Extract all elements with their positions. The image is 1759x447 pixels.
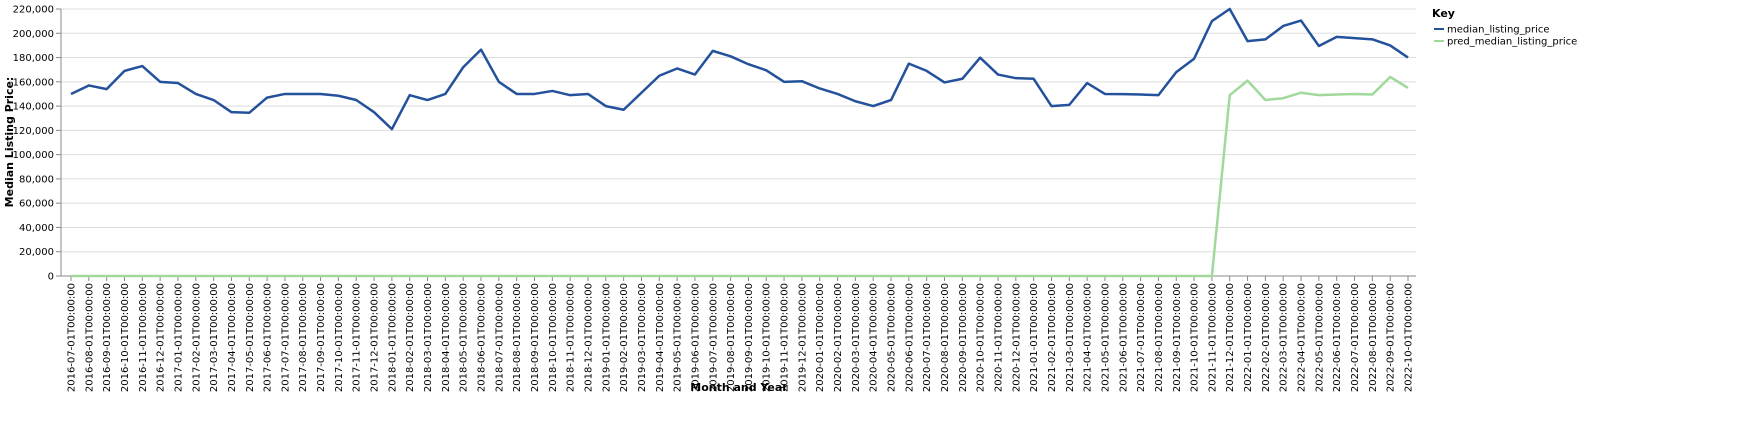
x-tick-label: 2019-12-01T00:00:00	[797, 283, 808, 392]
x-tick-label: 2022-05-01T00:00:00	[1314, 283, 1325, 392]
x-tick-label: 2017-06-01T00:00:00	[263, 283, 274, 392]
x-tick-label: 2019-09-01T00:00:00	[744, 283, 755, 392]
x-tick-label: 2022-08-01T00:00:00	[1368, 283, 1379, 392]
x-tick-label: 2022-03-01T00:00:00	[1279, 283, 1290, 392]
x-tick-label: 2021-05-01T00:00:00	[1100, 283, 1111, 392]
legend-label: median_listing_price	[1447, 25, 1550, 36]
x-tick-label: 2021-10-01T00:00:00	[1190, 283, 1201, 392]
x-tick-label: 2016-10-01T00:00:00	[120, 283, 131, 392]
x-tick-label: 2022-07-01T00:00:00	[1350, 283, 1361, 392]
x-tick-label: 2018-05-01T00:00:00	[459, 283, 470, 392]
x-tick-label: 2020-06-01T00:00:00	[904, 283, 915, 392]
x-tick-label: 2018-03-01T00:00:00	[423, 283, 434, 392]
x-tick-label: 2021-08-01T00:00:00	[1154, 283, 1165, 392]
x-axis-title: Month and Year	[690, 381, 788, 394]
x-tick-label: 2021-07-01T00:00:00	[1136, 283, 1147, 392]
y-tick-label: 140,000	[13, 102, 54, 113]
y-tick-label: 120,000	[13, 126, 54, 137]
x-tick-label: 2021-01-01T00:00:00	[1029, 283, 1040, 392]
x-tick-label: 2021-12-01T00:00:00	[1225, 283, 1236, 392]
x-tick-label: 2022-02-01T00:00:00	[1261, 283, 1272, 392]
x-tick-label: 2018-09-01T00:00:00	[530, 283, 541, 392]
x-tick-label: 2018-07-01T00:00:00	[494, 283, 505, 392]
x-tick-label: 2017-03-01T00:00:00	[209, 283, 220, 392]
x-tick-label: 2022-04-01T00:00:00	[1297, 283, 1308, 392]
y-tick-label: 80,000	[19, 174, 54, 185]
x-tick-label: 2018-06-01T00:00:00	[477, 283, 488, 392]
x-tick-label: 2020-07-01T00:00:00	[922, 283, 933, 392]
x-tick-label: 2020-01-01T00:00:00	[815, 283, 826, 392]
x-tick-label: 2016-09-01T00:00:00	[102, 283, 113, 392]
x-tick-label: 2019-10-01T00:00:00	[762, 283, 773, 392]
x-tick-label: 2020-02-01T00:00:00	[833, 283, 844, 392]
x-tick-label: 2017-10-01T00:00:00	[334, 283, 345, 392]
x-tick-label: 2017-08-01T00:00:00	[298, 283, 309, 392]
y-axis-title: Median Listing Price:	[3, 77, 16, 208]
x-tick-label: 2017-09-01T00:00:00	[316, 283, 327, 392]
x-tick-label: 2017-12-01T00:00:00	[370, 283, 381, 392]
x-tick-label: 2020-09-01T00:00:00	[958, 283, 969, 392]
x-tick-label: 2021-02-01T00:00:00	[1047, 283, 1058, 392]
x-tick-label: 2019-02-01T00:00:00	[619, 283, 630, 392]
legend-title: Key	[1432, 7, 1455, 20]
x-tick-label: 2019-03-01T00:00:00	[637, 283, 648, 392]
x-tick-label: 2018-11-01T00:00:00	[566, 283, 577, 392]
x-tick-label: 2019-08-01T00:00:00	[726, 283, 737, 392]
x-tick-label: 2019-11-01T00:00:00	[780, 283, 791, 392]
x-tick-label: 2022-06-01T00:00:00	[1332, 283, 1343, 392]
x-tick-label: 2018-10-01T00:00:00	[548, 283, 559, 392]
x-tick-label: 2017-11-01T00:00:00	[352, 283, 363, 392]
x-tick-label: 2020-10-01T00:00:00	[976, 283, 987, 392]
x-tick-label: 2018-04-01T00:00:00	[441, 283, 452, 392]
y-tick-label: 40,000	[19, 223, 54, 234]
x-tick-label: 2016-11-01T00:00:00	[138, 283, 149, 392]
x-tick-label: 2016-07-01T00:00:00	[67, 283, 78, 392]
y-tick-label: 100,000	[13, 150, 54, 161]
x-tick-label: 2018-02-01T00:00:00	[405, 283, 416, 392]
x-tick-label: 2019-06-01T00:00:00	[690, 283, 701, 392]
x-tick-label: 2021-06-01T00:00:00	[1118, 283, 1129, 392]
x-tick-label: 2016-12-01T00:00:00	[156, 283, 167, 392]
x-tick-label: 2021-03-01T00:00:00	[1065, 283, 1076, 392]
x-tick-label: 2020-03-01T00:00:00	[851, 283, 862, 392]
x-tick-label: 2020-04-01T00:00:00	[869, 283, 880, 392]
x-tick-label: 2022-10-01T00:00:00	[1404, 283, 1415, 392]
x-tick-label: 2017-05-01T00:00:00	[245, 283, 256, 392]
x-tick-label: 2018-01-01T00:00:00	[387, 283, 398, 392]
y-tick-label: 160,000	[13, 77, 54, 88]
legend-label: pred_median_listing_price	[1447, 37, 1577, 48]
x-tick-label: 2017-04-01T00:00:00	[227, 283, 238, 392]
x-tick-label: 2021-09-01T00:00:00	[1172, 283, 1183, 392]
x-tick-label: 2019-05-01T00:00:00	[673, 283, 684, 392]
x-tick-label: 2019-07-01T00:00:00	[708, 283, 719, 392]
y-tick-label: 0	[48, 272, 54, 283]
x-tick-label: 2020-12-01T00:00:00	[1011, 283, 1022, 392]
x-tick-label: 2017-07-01T00:00:00	[280, 283, 291, 392]
x-tick-label: 2017-02-01T00:00:00	[191, 283, 202, 392]
series-line	[71, 75, 1409, 278]
y-tick-label: 60,000	[19, 199, 54, 210]
y-tick-label: 180,000	[13, 53, 54, 64]
x-tick-label: 2022-01-01T00:00:00	[1243, 283, 1254, 392]
x-tick-label: 2021-11-01T00:00:00	[1207, 283, 1218, 392]
x-tick-label: 2020-11-01T00:00:00	[993, 283, 1004, 392]
x-tick-label: 2019-01-01T00:00:00	[601, 283, 612, 392]
x-tick-label: 2018-08-01T00:00:00	[512, 283, 523, 392]
x-tick-label: 2019-04-01T00:00:00	[655, 283, 666, 392]
x-tick-label: 2020-05-01T00:00:00	[887, 283, 898, 392]
y-tick-label: 20,000	[19, 247, 54, 258]
series-line	[70, 7, 1409, 131]
x-tick-label: 2022-09-01T00:00:00	[1386, 283, 1397, 392]
y-tick-label: 220,000	[13, 5, 54, 16]
x-tick-label: 2021-04-01T00:00:00	[1083, 283, 1094, 392]
y-tick-label: 200,000	[13, 29, 54, 40]
x-tick-label: 2020-08-01T00:00:00	[940, 283, 951, 392]
x-tick-label: 2018-12-01T00:00:00	[583, 283, 594, 392]
x-tick-label: 2016-08-01T00:00:00	[84, 283, 95, 392]
x-tick-label: 2017-01-01T00:00:00	[173, 283, 184, 392]
